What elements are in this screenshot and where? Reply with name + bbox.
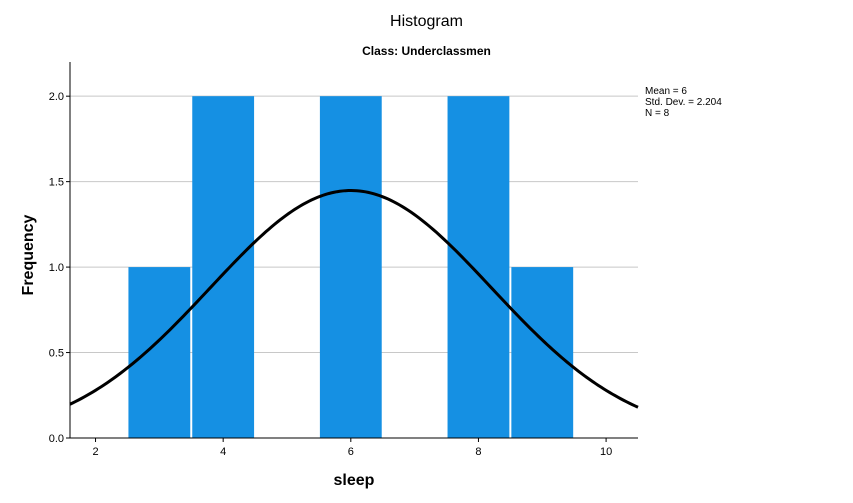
histogram-bar (192, 96, 255, 438)
bars (128, 96, 574, 438)
x-tick-label: 10 (600, 446, 612, 458)
chart-title: Histogram (390, 13, 463, 30)
x-tick-label: 6 (348, 446, 354, 458)
histogram-bar (319, 96, 382, 438)
x-tick-label: 2 (92, 446, 98, 458)
x-tick-label: 4 (220, 446, 226, 458)
y-axis-label: Frequency (20, 214, 37, 295)
stats-line: Std. Dev. = 2.204 (645, 97, 722, 108)
histogram-bar (511, 267, 574, 438)
y-tick-label: 2.0 (49, 91, 64, 103)
x-tick-label: 8 (475, 446, 481, 458)
normal-curve (69, 189, 639, 409)
y-tick-label: 0.0 (49, 433, 64, 445)
histogram-bar (128, 267, 191, 438)
histogram-bar (447, 96, 510, 438)
y-tick-label: 1.0 (49, 262, 64, 274)
stats-line: N = 8 (645, 108, 670, 119)
chart-subtitle: Class: Underclassmen (362, 44, 491, 58)
y-ticks: 0.0 0.5 1.0 1.5 2.0 (49, 91, 70, 445)
y-tick-label: 1.5 (49, 177, 64, 189)
y-tick-label: 0.5 (49, 348, 64, 360)
stats-line: Mean = 6 (645, 86, 687, 97)
x-axis-label: sleep (334, 472, 375, 489)
x-ticks: 2 4 6 8 10 (92, 438, 612, 458)
